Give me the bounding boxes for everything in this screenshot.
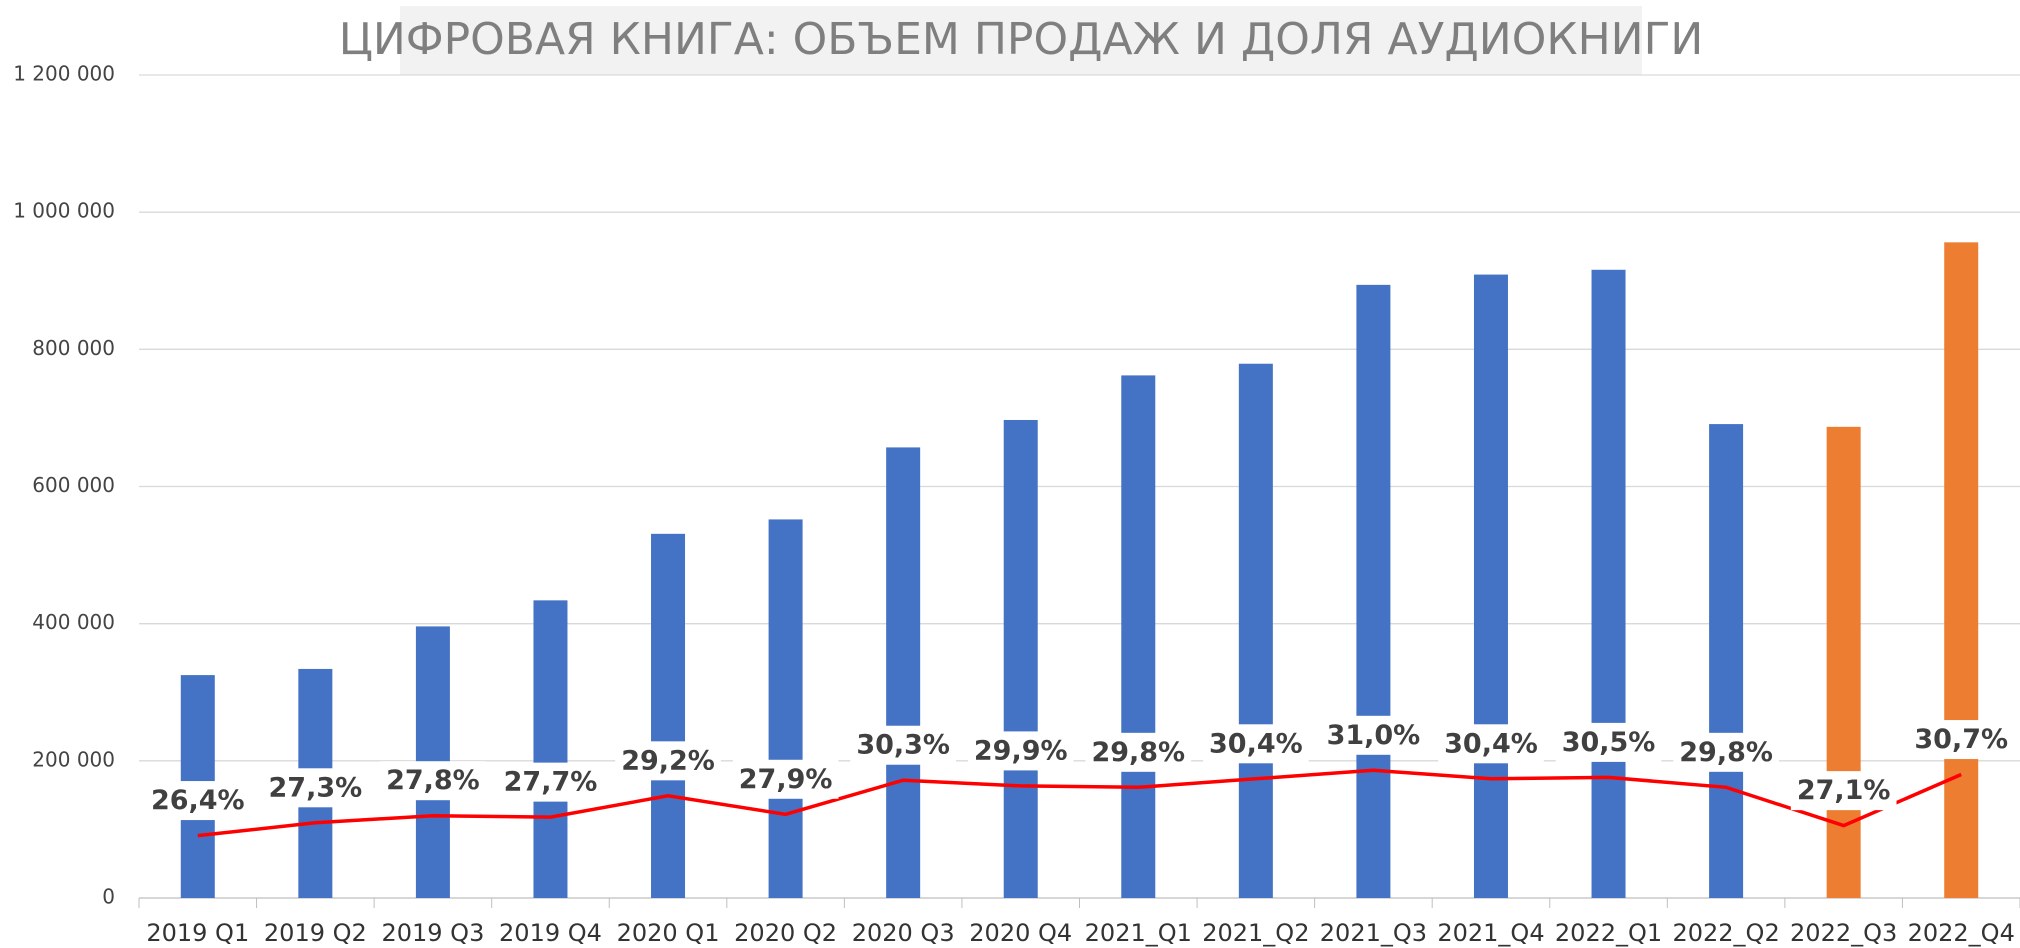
data-label-bg — [967, 731, 1074, 771]
data-label: 30,5% — [1562, 727, 1656, 758]
data-label-bg — [615, 741, 721, 781]
data-label: 30,7% — [1914, 724, 2008, 755]
data-label: 29,8% — [1091, 737, 1185, 768]
data-label: 27,9% — [739, 764, 833, 795]
x-tick-label: 2019 Q3 — [381, 919, 484, 947]
x-tick-label: 2022_Q2 — [1672, 919, 1779, 947]
x-tick-label: 2021_Q3 — [1320, 919, 1427, 947]
x-tick-label: 2022_Q1 — [1555, 919, 1662, 947]
y-tick-label: 0 — [102, 885, 115, 909]
data-label-bg — [1320, 715, 1427, 755]
data-label-bg — [850, 725, 956, 765]
y-tick-label: 200 000 — [32, 747, 115, 771]
bar — [768, 519, 803, 898]
x-tick-label: 2020 Q4 — [969, 919, 1072, 947]
chart-title: ЦИФРОВАЯ КНИГА: ОБЪЕМ ПРОДАЖ И ДОЛЯ АУДИ… — [339, 14, 1704, 65]
data-label-bg — [1790, 771, 1897, 811]
data-label: 26,4% — [151, 785, 245, 816]
data-label-bg — [497, 762, 604, 802]
data-label: 29,9% — [974, 735, 1068, 766]
data-label-bg — [1908, 720, 2015, 760]
data-label: 27,7% — [504, 767, 598, 798]
bar — [886, 447, 921, 898]
x-tick-label: 2020 Q3 — [852, 919, 955, 947]
y-tick-label: 400 000 — [32, 610, 115, 634]
x-tick-label: 2019 Q4 — [499, 919, 602, 947]
bar — [1238, 363, 1273, 898]
data-label-bg — [1673, 732, 1779, 772]
x-tick-label: 2021_Q2 — [1202, 919, 1309, 947]
bar — [651, 533, 686, 898]
data-label-bg — [262, 768, 369, 808]
bar — [1944, 242, 1979, 899]
data-label: 27,8% — [386, 765, 480, 796]
y-tick-label: 1 000 000 — [13, 199, 115, 223]
bar — [1709, 424, 1744, 898]
bar — [1003, 419, 1038, 898]
x-tick-label: 2020 Q1 — [617, 919, 720, 947]
data-label-bg — [732, 759, 839, 799]
x-tick-label: 2020 Q2 — [734, 919, 837, 947]
bar — [1356, 284, 1391, 898]
data-label: 27,3% — [269, 772, 363, 803]
x-tick-label: 2021_Q4 — [1437, 919, 1544, 947]
bar — [1591, 269, 1626, 898]
data-label: 29,8% — [1679, 737, 1773, 768]
x-tick-label: 2019 Q1 — [146, 919, 249, 947]
x-tick-label: 2022_Q4 — [1908, 919, 2015, 947]
data-label-bg — [380, 761, 486, 801]
y-tick-label: 600 000 — [32, 473, 115, 497]
line — [197, 768, 1962, 838]
x-tick-label: 2021_Q1 — [1085, 919, 1192, 947]
x-tick-label: 2022_Q3 — [1790, 919, 1897, 947]
data-label-bg — [1203, 724, 1309, 764]
data-label: 29,2% — [621, 745, 715, 776]
data-label-bg — [1555, 722, 1662, 762]
x-tick-label: 2019 Q2 — [264, 919, 367, 947]
data-label: 31,0% — [1327, 720, 1421, 751]
bar — [533, 600, 568, 898]
data-label: 30,3% — [856, 730, 950, 761]
bar — [1121, 375, 1156, 898]
data-label-bg — [1085, 732, 1192, 772]
data-label-bg — [1438, 724, 1544, 764]
y-tick-label: 1 200 000 — [13, 62, 115, 86]
y-tick-label: 800 000 — [32, 336, 115, 360]
title-box — [400, 6, 1642, 75]
data-label-bg — [144, 781, 251, 821]
data-label: 30,4% — [1209, 728, 1303, 759]
bar — [1473, 274, 1508, 898]
data-label: 27,1% — [1797, 775, 1891, 806]
data-label: 30,4% — [1444, 728, 1538, 759]
